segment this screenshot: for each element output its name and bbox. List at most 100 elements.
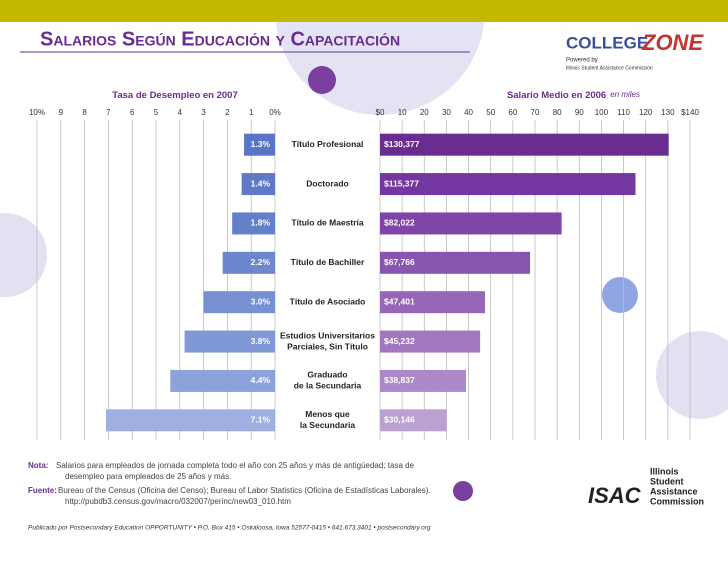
isac-text: Commission (650, 496, 704, 506)
category-label: Graduado (307, 370, 347, 380)
label-column (277, 125, 378, 440)
x-tick-label: 70 (531, 108, 540, 117)
x-tick-label: 120 (639, 108, 653, 117)
decor-circle (0, 213, 47, 297)
note-text: desempleo para empleados de 25 años y má… (65, 472, 231, 481)
x-tick-label: 90 (575, 108, 584, 117)
bar (244, 133, 275, 156)
bar (380, 409, 447, 432)
note-text: http://pubdb3.census.gov/macro/032007/pe… (65, 497, 291, 506)
x-tick-label: 3 (201, 108, 206, 117)
value-label: 1.4% (251, 178, 271, 188)
note-label: Nota: (28, 461, 48, 470)
top-band (0, 0, 728, 22)
x-tick-label: 2 (225, 108, 230, 117)
x-tick-label: 80 (553, 108, 562, 117)
logo-zone: ZONE (641, 30, 704, 55)
note-text: Salarios para empleados de jornada compl… (56, 461, 415, 470)
category-label: de la Secundaria (294, 381, 362, 391)
x-tick-label: 60 (508, 108, 517, 117)
x-tick-label: 5 (154, 108, 159, 117)
category-label: Parciales, Sin Título (287, 341, 368, 351)
bar (106, 409, 276, 432)
x-tick-label: 4 (178, 108, 183, 117)
value-label: 3.8% (251, 336, 271, 346)
value-label: 4.4% (251, 375, 271, 385)
value-label: $47,401 (384, 296, 415, 306)
bar (184, 330, 275, 353)
chart-subtitle: en miles (610, 90, 640, 99)
logo-college: COLLEGE (566, 33, 648, 52)
bar (380, 369, 466, 392)
value-label: 3.0% (251, 296, 271, 306)
x-tick-label: 50 (486, 108, 495, 117)
bar (241, 173, 275, 196)
decor-circle (453, 481, 473, 501)
value-label: $45,232 (384, 336, 415, 346)
x-tick-label: 10% (29, 108, 45, 117)
bar (380, 251, 531, 274)
page-title: Salarios Según Educación y Capacitación (40, 28, 400, 50)
value-label: $38,837 (384, 375, 415, 385)
footer: Publicado por Postsecondary Education OP… (28, 525, 431, 532)
x-tick-label: 100 (595, 108, 609, 117)
bar (380, 291, 485, 314)
x-tick-label: 9 (59, 108, 64, 117)
decor-circle (602, 277, 638, 313)
x-tick-label: 30 (442, 108, 451, 117)
x-tick-label: 7 (106, 108, 111, 117)
isac-text: Assistance (650, 486, 698, 496)
category-label: Título de Asociado (290, 296, 366, 306)
x-tick-label: 8 (82, 108, 87, 117)
category-label: Doctorado (306, 178, 349, 188)
value-label: $30,146 (384, 415, 415, 425)
value-label: $115,377 (384, 178, 419, 188)
note-text: Bureau of the Census (Oficina del Censo)… (58, 486, 431, 495)
value-label: 2.2% (251, 257, 271, 267)
bar (380, 212, 562, 235)
note-label: Fuente: (28, 486, 57, 495)
value-label: 7.1% (251, 415, 271, 425)
x-tick-label: 0% (269, 108, 281, 117)
bar (222, 251, 275, 274)
bar (380, 173, 636, 196)
x-tick-label: 1 (249, 108, 254, 117)
x-tick-label: 6 (130, 108, 135, 117)
category-label: la Secundaria (300, 420, 356, 430)
value-label: 1.3% (251, 139, 271, 149)
bar (232, 212, 275, 235)
logo-commission: Illinois Student Assistance Commission (566, 65, 653, 71)
bar (380, 133, 669, 156)
x-tick-label: $0 (376, 108, 385, 117)
category-label: Título de Maestría (291, 218, 364, 228)
decor-circle (308, 66, 336, 94)
value-label: $130,377 (384, 139, 420, 149)
chart-title: Tasa de Desempleo en 2007 (112, 90, 238, 101)
x-tick-label: 40 (464, 108, 473, 117)
value-label: $67,766 (384, 257, 415, 267)
value-label: 1.8% (251, 218, 271, 228)
chart-title-text: Tasa de Desempleo en 2007 (112, 90, 238, 101)
x-tick-label: $140 (681, 108, 699, 117)
chart-title-text: Salario Medio en 2006 (507, 90, 606, 101)
bar (380, 330, 481, 353)
logo-powered: Powered by (566, 58, 598, 64)
chart-title: Salario Medio en 2006 en miles (507, 90, 640, 101)
category-label: Título de Bachiller (291, 257, 365, 267)
bar (203, 291, 275, 314)
decor-circle (656, 331, 728, 419)
bar (170, 369, 275, 392)
isac-text: Illinois (650, 466, 679, 476)
x-tick-label: 10 (398, 108, 407, 117)
category-label: Título Profesional (292, 139, 364, 149)
isac-mark: ISAC (588, 483, 642, 508)
x-tick-label: 130 (661, 108, 675, 117)
category-label: Estudios Universitarios (280, 330, 375, 340)
isac-text: Student (650, 476, 684, 486)
category-label: Menos que (305, 409, 350, 419)
x-tick-label: 110 (617, 108, 630, 117)
x-tick-label: 20 (420, 108, 429, 117)
value-label: $82,022 (384, 218, 415, 228)
